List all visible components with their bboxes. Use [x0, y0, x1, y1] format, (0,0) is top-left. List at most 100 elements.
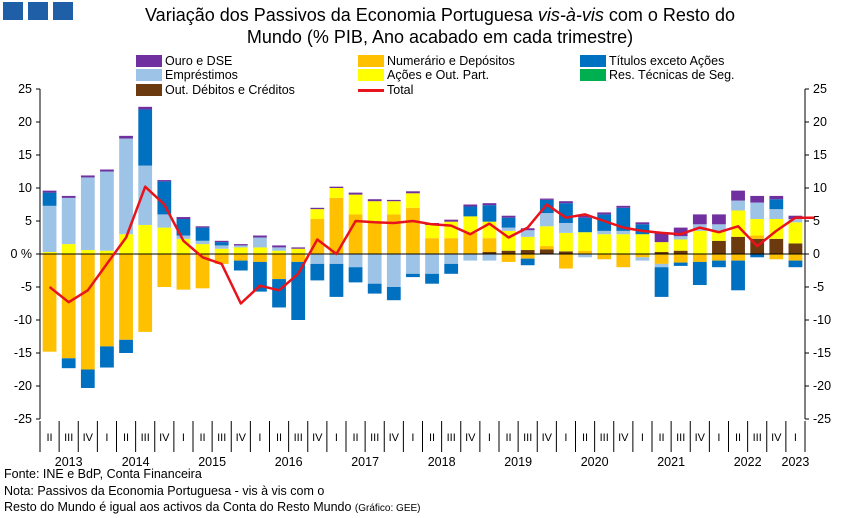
bar-acoes: [233, 247, 248, 254]
bar-numerario: [386, 214, 401, 254]
bar-acoes: [157, 227, 172, 254]
bar-ouro: [539, 198, 554, 200]
bar-emprestimos: [272, 247, 286, 251]
bar-ouro: [654, 232, 669, 243]
quarter-label: IV: [83, 432, 94, 444]
bar-numerario: [712, 254, 726, 261]
bar-acoes: [425, 224, 439, 239]
bar-emprestimos: [329, 254, 344, 264]
footer-note-2: Resto do Mundo é igual aos activos da Co…: [4, 499, 421, 517]
bar-acoes: [597, 234, 612, 254]
legend-swatch-outros: [136, 84, 162, 96]
footer-note-text: Resto do Mundo é igual aos activos da Co…: [4, 500, 352, 514]
y-tick-label-right: -10: [813, 313, 831, 327]
bar-outros: [520, 250, 535, 254]
quarter-label: IV: [542, 432, 553, 444]
bar-numerario: [42, 254, 57, 352]
bar-emprestimos: [578, 254, 592, 258]
year-label: 2023: [782, 455, 810, 469]
quarter-label: II: [506, 432, 512, 444]
legend-label-total: Total: [387, 83, 414, 97]
bar-numerario: [520, 254, 535, 259]
bar-emprestimos: [788, 219, 803, 223]
quarter-label: III: [141, 432, 150, 444]
bar-ouro: [310, 207, 325, 210]
bar-ouro: [673, 227, 688, 237]
quarter-label: I: [258, 432, 261, 444]
year-label: 2015: [198, 455, 226, 469]
bar-numerario: [692, 254, 707, 262]
quarter-label: I: [641, 432, 644, 444]
bar-titulos: [463, 206, 478, 217]
bar-acoes: [80, 250, 95, 254]
bar-acoes: [348, 194, 363, 215]
bar-ouro: [578, 215, 592, 218]
bar-ouro: [616, 205, 631, 208]
legend-label-outros: Out. Débitos e Créditos: [165, 83, 295, 97]
year-label: 2020: [581, 455, 609, 469]
bar-ouro: [367, 199, 382, 202]
y-tick-label-left: -20: [14, 379, 32, 393]
bar-ouro: [233, 244, 248, 246]
y-tick-label-left: -15: [14, 346, 32, 360]
legend-label-emprestimos: Empréstimos: [165, 68, 238, 82]
quarter-label: III: [64, 432, 73, 444]
bar-ouro: [482, 203, 497, 206]
bar-outros: [788, 243, 803, 254]
quarter-label: I: [335, 432, 338, 444]
bar-outros: [712, 240, 726, 254]
bar-titulos: [157, 181, 172, 215]
y-tick-label-left: 25: [18, 82, 32, 96]
bar-emprestimos: [157, 214, 172, 228]
bar-emprestimos: [233, 245, 248, 248]
bar-emprestimos: [195, 240, 210, 245]
bar-numerario: [482, 238, 497, 253]
bar-emprestimos: [635, 257, 650, 261]
y-tick-label-left: 20: [18, 115, 32, 129]
bar-ouro: [769, 195, 784, 200]
legend-label-numerario: Numerário e Depósitos: [387, 54, 515, 68]
quarter-label: II: [659, 432, 665, 444]
bar-emprestimos: [42, 205, 57, 253]
bar-numerario: [214, 254, 229, 264]
bar-ouro: [731, 190, 745, 201]
bar-titulos: [367, 283, 382, 294]
bar-ouro: [406, 191, 420, 194]
bar-numerario: [176, 254, 191, 290]
bar-titulos: [233, 260, 248, 271]
bar-emprestimos: [61, 197, 76, 245]
bar-acoes: [406, 193, 420, 208]
quarter-label: III: [217, 432, 226, 444]
bar-ouro: [329, 186, 344, 188]
bar-titulos: [692, 261, 707, 286]
bar-acoes: [214, 248, 229, 254]
bar-emprestimos: [367, 254, 382, 284]
bar-titulos: [731, 260, 745, 291]
bar-ouro: [597, 212, 612, 215]
bar-acoes: [119, 234, 133, 254]
quarter-label: I: [488, 432, 491, 444]
bar-emprestimos: [539, 213, 554, 227]
year-label: 2019: [504, 455, 532, 469]
bar-numerario: [253, 254, 267, 262]
bar-titulos: [348, 267, 363, 283]
total-line: [48, 185, 815, 305]
bar-acoes: [253, 247, 267, 254]
bar-titulos: [176, 219, 191, 236]
bar-titulos: [635, 224, 650, 235]
bar-ouro: [214, 240, 229, 243]
bar-acoes: [692, 230, 707, 254]
bar-numerario: [61, 254, 76, 359]
bar-acoes: [673, 239, 688, 251]
quarter-label: IV: [236, 432, 247, 444]
footer-source: Fonte: INE e BdP, Conta Financeira: [4, 467, 202, 481]
quarter-label: IV: [771, 432, 782, 444]
bar-emprestimos: [769, 209, 784, 220]
bar-numerario: [616, 254, 631, 268]
bar-titulos: [138, 109, 153, 166]
legend-label-reservas: Res. Técnicas de Seg.: [609, 68, 735, 82]
quarter-label: IV: [159, 432, 170, 444]
bar-emprestimos: [214, 245, 229, 249]
bar-emprestimos: [176, 235, 191, 239]
